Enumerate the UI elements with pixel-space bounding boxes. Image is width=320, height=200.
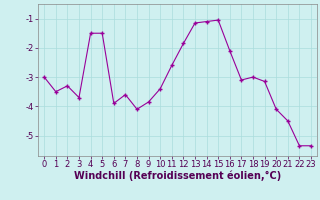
X-axis label: Windchill (Refroidissement éolien,°C): Windchill (Refroidissement éolien,°C) (74, 171, 281, 181)
